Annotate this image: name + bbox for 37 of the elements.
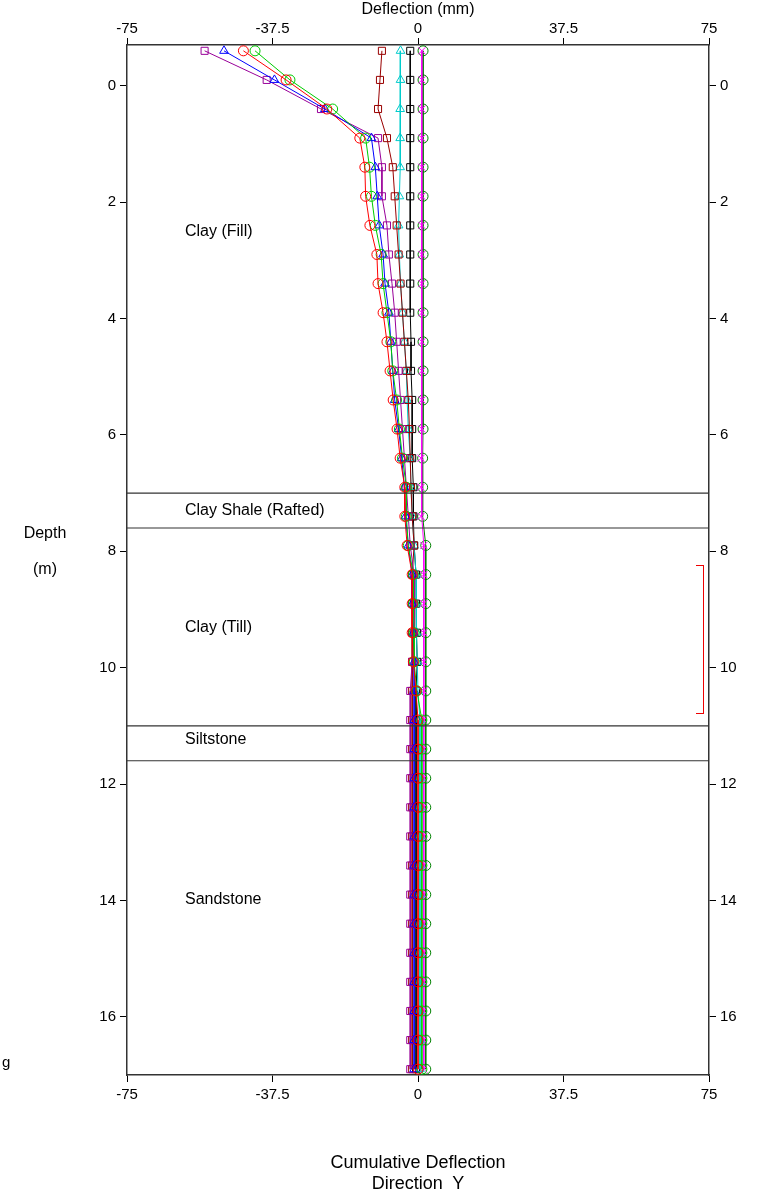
x-tick-label: -75 [116, 19, 138, 37]
y2-tick-label: 0 [720, 75, 729, 93]
y2-tick-label: 16 [720, 1006, 737, 1024]
y2-tick-label: 6 [720, 425, 729, 443]
x-tick-label: -37.5 [255, 19, 290, 37]
annotation: Siltstone [185, 730, 247, 748]
y-tick-label: 16 [99, 1006, 116, 1024]
y-tick-label: 10 [99, 657, 116, 675]
x-axis-title: Cumulative Deflection Direction Y [330, 1151, 506, 1194]
y2-tick-label: 12 [720, 774, 737, 792]
x2-tick-label: -75 [116, 1085, 138, 1103]
y-tick-label: 6 [107, 425, 116, 443]
y2-tick-label: 10 [720, 657, 737, 675]
x2-tick-label: 37.5 [548, 1085, 579, 1103]
y-tick-label: 8 [107, 541, 116, 559]
x2-tick-label: 75 [700, 1085, 718, 1103]
x2-tick-label: -37.5 [255, 1085, 290, 1103]
annotation: Sandstone [185, 890, 262, 908]
text: g [2, 1053, 11, 1071]
annotation: Clay Shale (Rafted) [185, 501, 325, 519]
y-tick-label: 12 [99, 774, 116, 792]
y-tick-label: 2 [107, 192, 116, 210]
x-tick-label: 75 [700, 19, 718, 37]
y2-tick-label: 4 [720, 308, 729, 326]
annotation: Clay (Till) [185, 618, 252, 636]
x-tick-label: 0 [413, 19, 423, 37]
x-tick-label: 37.5 [548, 19, 579, 37]
y-axis-title: Depth (m) [23, 524, 67, 578]
y2-tick-label: 8 [720, 541, 729, 559]
y-tick-label: 0 [107, 75, 116, 93]
y2-tick-label: 14 [720, 890, 737, 908]
y2-tick-label: 2 [720, 192, 729, 210]
x2-axis-title: Deflection (mm) [361, 0, 475, 18]
y-tick-label: 14 [99, 890, 116, 908]
annotation: Clay (Fill) [185, 222, 253, 240]
x2-tick-label: 0 [413, 1085, 423, 1103]
y-tick-label: 4 [107, 308, 116, 326]
